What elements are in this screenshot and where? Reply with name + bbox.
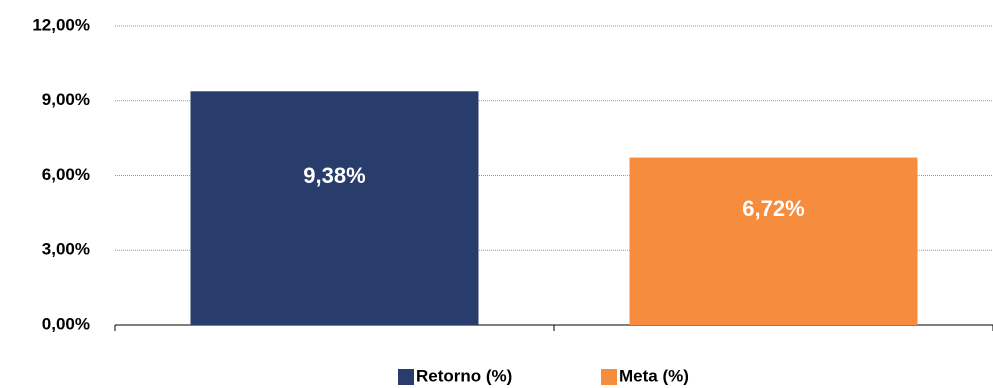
y-tick-label: 6,00% — [42, 165, 90, 184]
legend-swatch — [398, 369, 414, 385]
y-tick-label: 9,00% — [42, 90, 90, 109]
legend-label: Retorno (%) — [416, 366, 512, 385]
bar — [190, 91, 479, 325]
legend-label: Meta (%) — [619, 366, 689, 385]
y-tick-label: 12,00% — [32, 15, 90, 34]
data-label: 6,72% — [742, 196, 804, 221]
data-label: 9,38% — [303, 163, 365, 188]
y-tick-label: 3,00% — [42, 240, 90, 259]
legend-swatch — [601, 369, 617, 385]
y-tick-label: 0,00% — [42, 314, 90, 333]
bar — [629, 157, 918, 325]
